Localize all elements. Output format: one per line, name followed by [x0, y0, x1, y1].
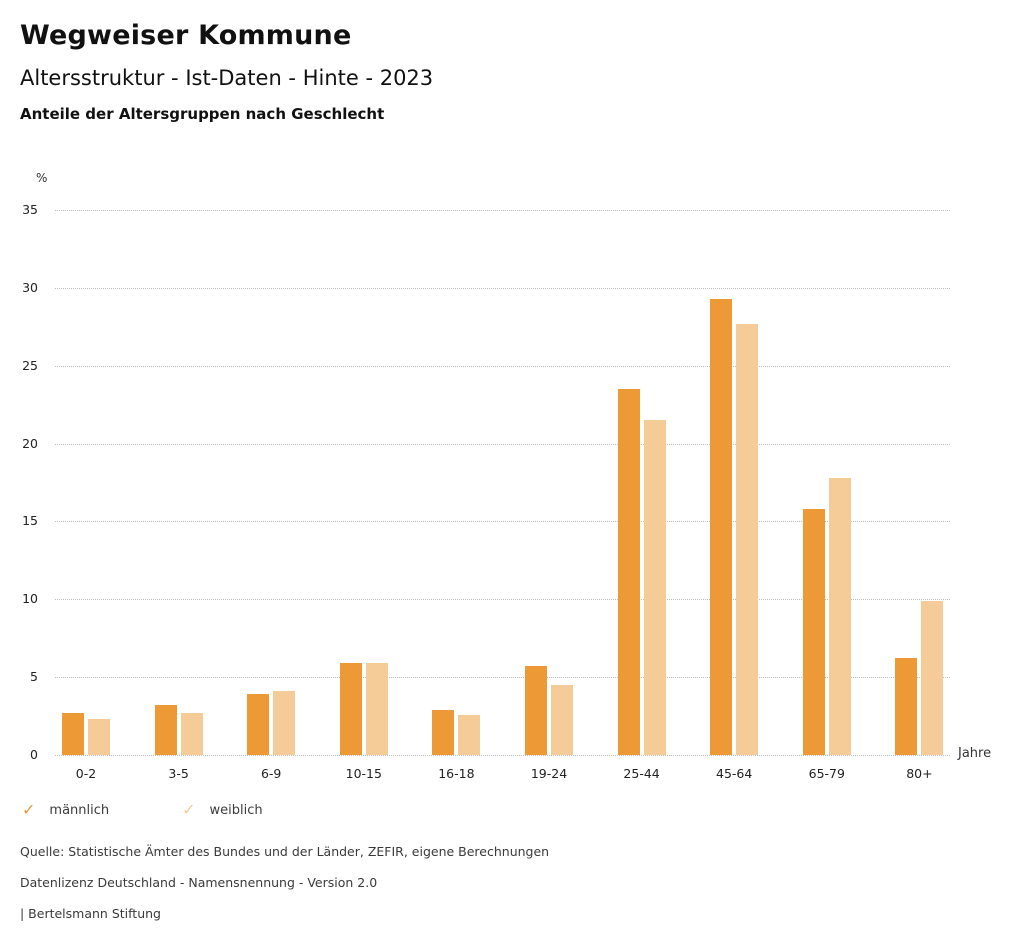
- checkmark-icon: ✓: [22, 800, 36, 819]
- gridline-30: [55, 287, 950, 289]
- legend-item-weiblich[interactable]: ✓ weiblich: [182, 802, 263, 818]
- bar-männlich-10-15[interactable]: [339, 663, 362, 755]
- x-tick-label-80+: 80+: [906, 766, 933, 781]
- bar-weiblich-16-18[interactable]: [458, 714, 481, 755]
- legend: ✓ männlich ✓ weiblich: [22, 802, 263, 818]
- x-axis-unit-label: Jahre: [958, 746, 992, 761]
- gridline-25: [55, 365, 950, 367]
- gridline-35: [55, 210, 950, 211]
- x-tick-label-16-18: 16-18: [438, 766, 475, 781]
- legend-item-maennlich[interactable]: ✓ männlich: [22, 802, 109, 818]
- gridline-5: [55, 677, 950, 679]
- bar-weiblich-65-79[interactable]: [828, 477, 851, 755]
- bar-männlich-45-64[interactable]: [710, 298, 733, 755]
- bar-weiblich-80+[interactable]: [921, 600, 944, 755]
- gridline-0: [55, 755, 950, 756]
- y-axis-unit-label: %: [36, 171, 48, 185]
- x-tick-label-10-15: 10-15: [345, 766, 382, 781]
- x-tick-label-0-2: 0-2: [75, 766, 97, 781]
- gridline-20: [55, 443, 950, 445]
- bar-weiblich-19-24[interactable]: [551, 684, 573, 755]
- x-tick-label-45-64: 45-64: [716, 766, 753, 781]
- x-tick-label-65-79: 65-79: [808, 766, 845, 781]
- checkmark-icon: ✓: [182, 800, 196, 819]
- bar-weiblich-45-64[interactable]: [736, 323, 759, 755]
- chart-description: Anteile der Altersgruppen nach Geschlech…: [20, 105, 385, 123]
- bar-männlich-0-2[interactable]: [62, 712, 84, 755]
- attribution-text: | Bertelsmann Stiftung: [20, 906, 161, 921]
- legend-label-weiblich: weiblich: [209, 802, 263, 818]
- gridline-15: [55, 521, 950, 523]
- x-tick-label-6-9: 6-9: [260, 766, 282, 781]
- y-tick-label-10: 10: [22, 591, 38, 607]
- bar-weiblich-3-5[interactable]: [180, 712, 203, 755]
- y-tick-label-20: 20: [22, 435, 38, 451]
- bar-weiblich-6-9[interactable]: [273, 691, 296, 755]
- y-tick-label-30: 30: [22, 279, 38, 295]
- bar-männlich-16-18[interactable]: [432, 709, 455, 755]
- bar-männlich-25-44[interactable]: [617, 389, 640, 755]
- y-tick-label-35: 35: [22, 202, 38, 217]
- y-tick-label-25: 25: [22, 357, 38, 373]
- bar-männlich-65-79[interactable]: [802, 508, 825, 755]
- source-text: Quelle: Statistische Ämter des Bundes un…: [20, 844, 550, 859]
- bar-weiblich-25-44[interactable]: [643, 420, 666, 755]
- chart-subtitle: Altersstruktur - Ist-Daten - Hinte - 202…: [20, 66, 434, 90]
- x-tick-label-25-44: 25-44: [623, 766, 660, 781]
- y-tick-label-5: 5: [30, 669, 38, 685]
- license-text: Datenlizenz Deutschland - Namensnennung …: [20, 875, 378, 890]
- bar-weiblich-0-2[interactable]: [88, 719, 110, 755]
- x-tick-label-19-24: 19-24: [530, 766, 568, 781]
- y-tick-label-0: 0: [30, 747, 38, 762]
- page-title: Wegweiser Kommune: [20, 20, 352, 51]
- bar-männlich-3-5[interactable]: [154, 705, 177, 755]
- gridline-10: [55, 599, 950, 601]
- bar-männlich-80+[interactable]: [895, 658, 918, 755]
- bar-männlich-19-24[interactable]: [525, 666, 547, 755]
- y-tick-label-15: 15: [22, 513, 38, 529]
- x-tick-label-3-5: 3-5: [168, 766, 189, 781]
- bar-weiblich-10-15[interactable]: [365, 663, 388, 755]
- legend-label-maennlich: männlich: [49, 802, 110, 818]
- bar-männlich-6-9[interactable]: [247, 694, 270, 755]
